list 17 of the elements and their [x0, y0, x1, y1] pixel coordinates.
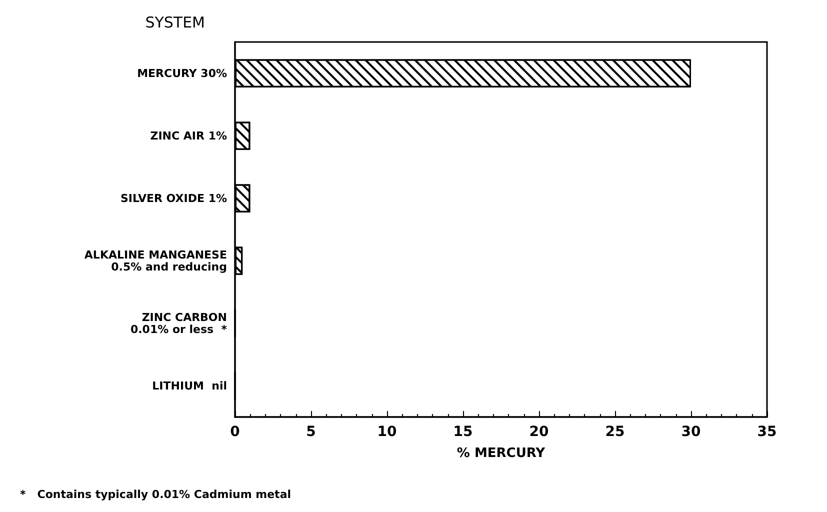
- x-tick-label: 30: [681, 424, 701, 440]
- x-tick-label: 0: [230, 424, 240, 440]
- y-tick-label: SILVER OXIDE 1%: [120, 192, 227, 205]
- y-tick-label: MERCURY 30%: [137, 66, 227, 80]
- y-tick-label: ALKALINE MANGANESE 0.5% and reducing: [84, 248, 227, 274]
- x-tick-label: 15: [453, 424, 473, 440]
- x-tick-label: 20: [529, 424, 549, 440]
- x-tick-label: 25: [605, 424, 625, 440]
- x-tick-label: 10: [377, 424, 397, 440]
- y-tick-label: ZINC AIR 1%: [150, 129, 227, 142]
- x-tick-label: 5: [306, 424, 316, 440]
- y-tick-label: ZINC CARBON 0.01% or less *: [130, 310, 228, 336]
- x-tick-label: 35: [757, 424, 777, 440]
- x-axis-title: % MERCURY: [456, 446, 546, 461]
- text: * Contains typically 0.01% Cadmium metal: [20, 488, 292, 501]
- y-tick-label: LITHIUM nil: [152, 379, 227, 392]
- y-axis-title: SYSTEM: [145, 14, 205, 32]
